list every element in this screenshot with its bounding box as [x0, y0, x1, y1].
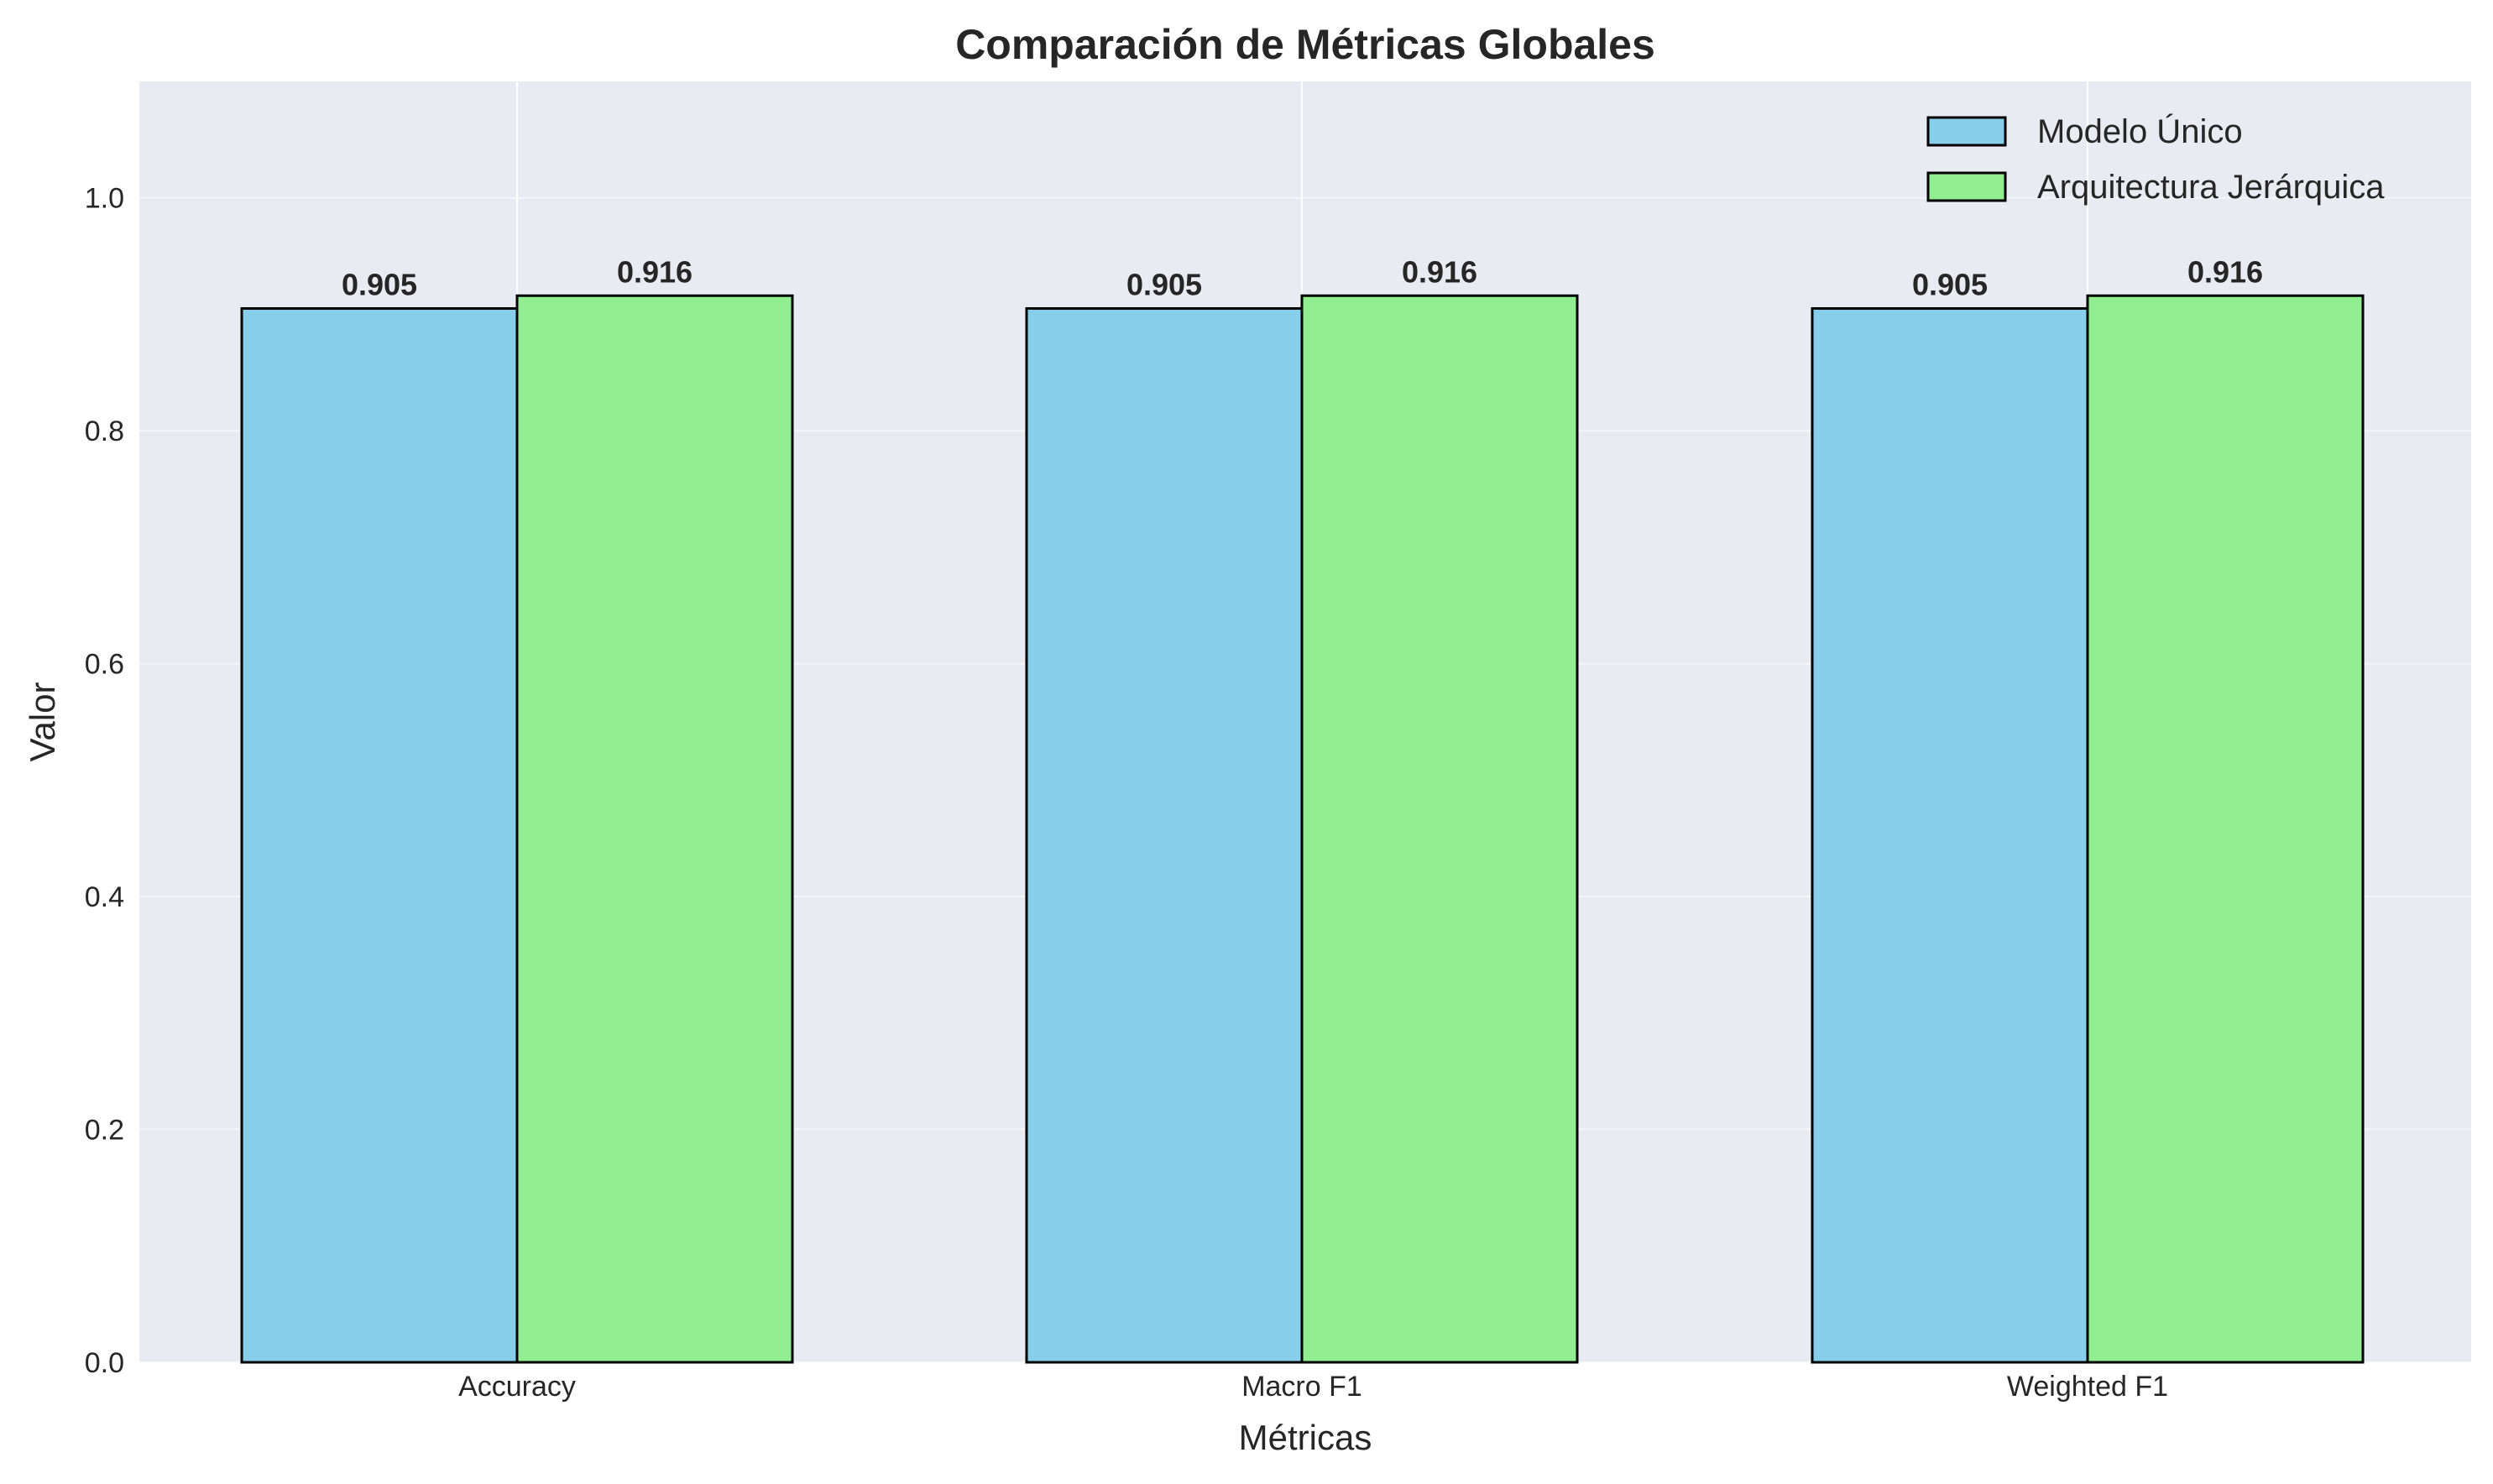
bar-value-label: 0.905 [1126, 268, 1202, 302]
y-axis-label: Valor [23, 682, 62, 762]
legend-swatch-modelo-unico [1926, 116, 2007, 147]
legend-swatch-arquitectura-jerarquica [1926, 171, 2007, 202]
bar-arquitectura-jerarquica-weighted-f1 [2086, 294, 2365, 1364]
y-tick-label: 1.0 [85, 183, 124, 215]
bar-modelo-unico-accuracy [240, 307, 519, 1364]
x-axis-label: Métricas [1239, 1418, 1372, 1457]
bar-arquitectura-jerarquica-accuracy [515, 294, 794, 1364]
bar-arquitectura-jerarquica-macro-f1 [1300, 294, 1579, 1364]
bar-modelo-unico-macro-f1 [1025, 307, 1304, 1364]
bar-modelo-unico-weighted-f1 [1811, 307, 2089, 1364]
bar-value-label: 0.905 [342, 268, 417, 302]
y-axis-ticks: 0.0 0.2 0.4 0.6 0.8 1.0 [85, 183, 124, 1379]
x-tick-label: Macro F1 [1241, 1371, 1362, 1403]
legend: Modelo Único Arquitectura Jerárquica [1926, 112, 2385, 206]
x-tick-label: Weighted F1 [2007, 1371, 2168, 1403]
y-tick-label: 0.4 [85, 881, 124, 913]
y-tick-label: 0.0 [85, 1347, 124, 1379]
legend-label-arquitectura-jerarquica: Arquitectura Jerárquica [2037, 169, 2385, 206]
y-tick-label: 0.6 [85, 649, 124, 681]
bar-value-label: 0.916 [617, 254, 692, 289]
bar-value-label: 0.916 [2187, 254, 2263, 289]
x-tick-label: Accuracy [458, 1371, 576, 1403]
bar-value-label: 0.905 [1912, 268, 1988, 302]
legend-label-modelo-unico: Modelo Único [2037, 112, 2243, 150]
bar-value-label: 0.916 [1402, 254, 1477, 289]
data-labels: 0.905 0.916 0.905 0.916 0.905 0.916 [342, 254, 2263, 301]
x-axis-ticks: Accuracy Macro F1 Weighted F1 [458, 1371, 2168, 1403]
y-tick-label: 0.2 [85, 1115, 124, 1147]
y-tick-label: 0.8 [85, 415, 124, 447]
bars [240, 294, 2365, 1364]
chart-title: Comparación de Métricas Globales [955, 21, 1655, 68]
